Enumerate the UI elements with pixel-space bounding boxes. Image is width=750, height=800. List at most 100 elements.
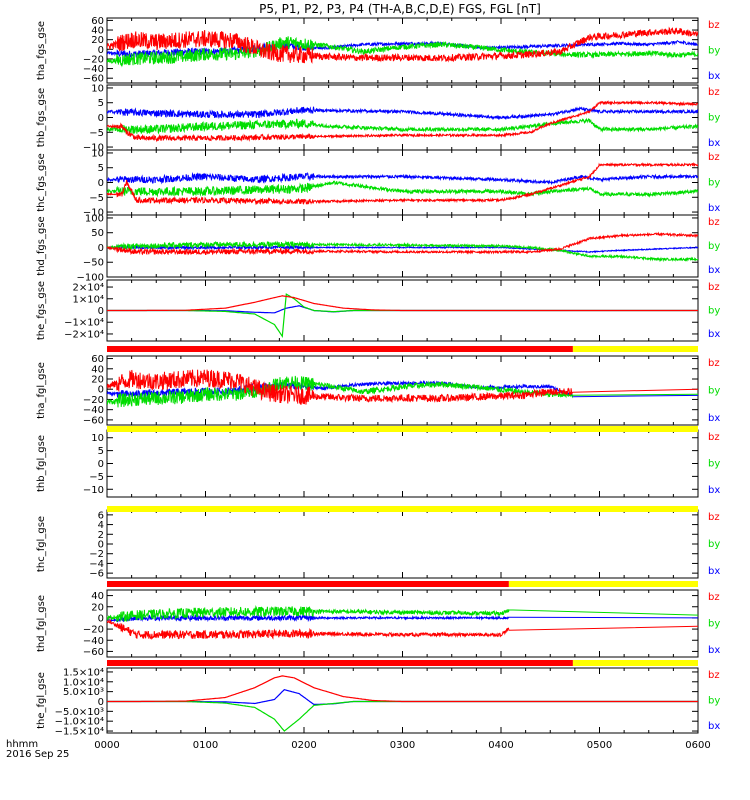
y-tick-label: 0 [98,45,104,56]
y-tick-label: 0 [98,697,104,708]
series-bz [107,26,698,64]
y-axis-label: thd_fgl_gse [36,595,47,652]
y-tick-label: −5 [89,128,104,139]
legend-bz: bz [708,512,720,523]
availability-segment-unavailable [572,346,698,352]
panel-thb_fgl_gse: 10 5 0 −5 −10 thb_fgl_gse bz by bx [36,429,720,498]
x-axis: 0000 0100 0200 0300 0400 0500 0600 [94,740,710,751]
availability-segment-unavailable [107,426,698,432]
y-tick-label: −40 [83,636,104,647]
legend-bx: bx [708,566,720,577]
y-tick-label: 0 [98,243,104,254]
legend-bz: bz [708,592,720,603]
panel-thb_fgs_gse: 10 5 0 −5 −10 thb_fgs_gse bz by bx [36,83,720,153]
y-axis-label: the_fgl_gse [36,672,47,729]
y-axis-label: thd_fgs_gse [36,216,47,275]
y-tick-label: 0 [98,613,104,624]
x-tick-label: 0000 [94,740,119,751]
series-bz [107,99,698,143]
series-by [107,117,698,135]
availability-segment-available [107,660,573,666]
availability-segment-unavailable [107,506,698,512]
panel-frame [106,589,699,658]
availability-segment-unavailable [572,660,698,666]
x-tick-label: 0600 [685,740,710,751]
y-tick-label: 6 [98,510,104,521]
legend-bz: bz [708,152,720,163]
y-tick-label: 40 [91,591,104,602]
figure-title: P5, P1, P2, P3, P4 (TH-A,B,C,D,E) FGS, F… [259,2,541,16]
y-tick-label: 5 [98,163,104,174]
legend-bz: bz [708,20,720,31]
legend-bx: bx [708,413,720,424]
x-tick-label: 0500 [587,740,612,751]
series-bx [107,39,698,59]
y-tick-label: 0 [98,385,104,396]
y-tick-label: −4 [89,559,104,570]
y-tick-label: −40 [83,64,104,75]
y-tick-label: 5 [98,446,104,457]
series-bz [107,231,698,256]
y-tick-label: −2 [89,549,104,560]
y-axis-label: tha_fgl_gse [36,362,47,419]
y-tick-label: −20 [83,625,104,636]
legend-bx: bx [708,71,720,82]
legend-by: by [708,386,720,397]
y-tick-label: 1.0×10⁴ [63,677,104,688]
legend-by: by [708,113,720,124]
panel-frame [106,509,699,579]
legend-bz: bz [708,87,720,98]
x-tick-label: 0100 [193,740,218,751]
x-tick-label: 0400 [488,740,513,751]
panel-the_fgl_gse: 1.5×10⁴1.0×10⁴5.0×10³0−5.0×10³−1.0×10⁴−1… [36,667,720,737]
y-tick-label: 60 [91,16,104,27]
y-tick-label: 1.5×10⁴ [63,667,104,678]
y-axis-label: thb_fgl_gse [36,435,47,492]
y-axis-label: thc_fgs_gse [36,153,47,212]
date-label: 2016 Sep 25 [6,749,69,760]
availability-bar [107,346,698,352]
legend-bz: bz [708,670,720,681]
y-axis-label: thb_fgs_gse [36,88,47,147]
series-bz [107,369,698,405]
series-bx [107,106,698,121]
legend-bx: bx [708,645,720,656]
y-axis-label: the_fgs_gse [36,281,47,340]
y-tick-label: −20 [83,395,104,406]
legend-by: by [708,539,720,550]
series-by [107,604,698,623]
y-tick-label: 5 [98,98,104,109]
availability-bar [107,506,698,512]
availability-segment-available [107,346,573,352]
availability-bar [107,426,698,432]
panel-thd_fgs_gse: 100 50 0 −50 −100 thd_fgs_gse bz by bx [36,213,720,283]
series-by [107,240,698,263]
y-tick-label: −1.0×10⁴ [55,717,104,728]
series-bx [107,171,698,186]
legend-by: by [708,178,720,189]
panel-frame [106,149,699,216]
y-tick-label: −5.0×10³ [55,707,104,718]
y-tick-label: 2 [98,530,104,541]
y-tick-label: −6 [89,569,104,580]
legend-bx: bx [708,265,720,276]
y-tick-label: −10 [83,485,104,496]
legend-by: by [708,619,720,630]
panel-frame [106,429,699,498]
y-tick-label: −10 [83,208,104,219]
series-bz [107,295,698,312]
legend-by: by [708,306,720,317]
series-by [107,293,698,339]
availability-segment-available [107,581,509,587]
legend-bx: bx [708,485,720,496]
series-bx [107,244,698,254]
availability-bars [107,346,698,666]
y-axis-label: tha_fgs_gse [36,21,47,80]
y-tick-label: 60 [91,354,104,365]
legend-bz: bz [708,217,720,228]
legend-bx: bx [708,138,720,149]
